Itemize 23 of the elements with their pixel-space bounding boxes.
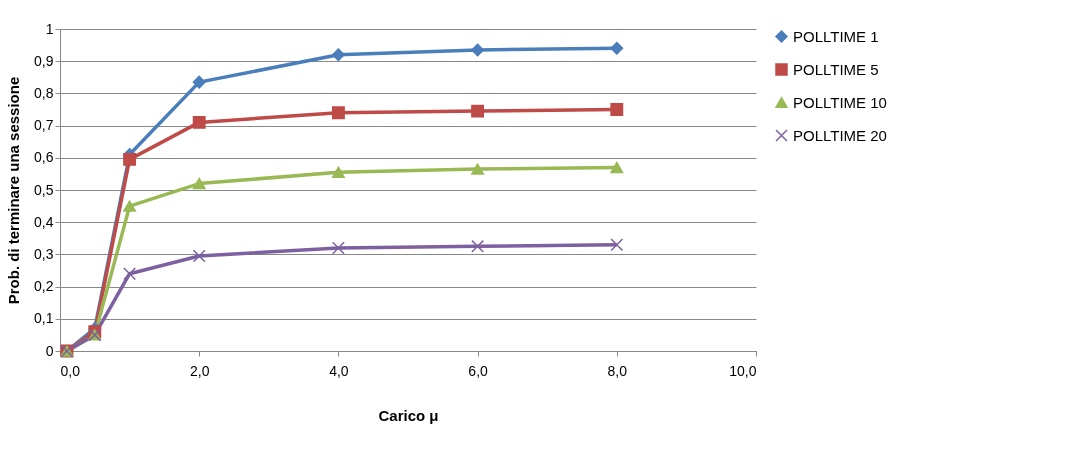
y-tick-label: 0,2	[34, 278, 54, 295]
y-tick-label: 0,4	[34, 213, 54, 230]
y-tick-label: 0	[45, 342, 54, 359]
x-tick-label: 0,0	[60, 362, 81, 379]
y-tick-label: 0,5	[34, 181, 54, 198]
y-axis-title: Prob. di terminare una sessione	[5, 76, 23, 305]
legend-label: POLLTIME 1	[793, 27, 879, 45]
legend-label: POLLTIME 20	[793, 126, 887, 144]
y-tick-label: 0,9	[34, 52, 54, 69]
y-tick-label: 0,7	[34, 117, 54, 134]
x-tick-label: 6,0	[468, 362, 489, 379]
x-tick-label: 8,0	[607, 362, 628, 379]
x-tick-label: 4,0	[329, 362, 349, 379]
legend-label: POLLTIME 5	[793, 60, 879, 78]
x-axis-title: Carico μ	[378, 406, 439, 424]
x-tick-label: 10,0	[729, 362, 757, 379]
y-tick-label: 0,6	[34, 149, 54, 166]
y-tick-label: 0,3	[34, 245, 54, 262]
legend-label: POLLTIME 10	[793, 93, 887, 111]
y-tick-label: 1	[45, 20, 54, 37]
y-tick-label: 0,8	[34, 84, 54, 101]
y-tick-label: 0,1	[34, 310, 54, 327]
x-tick-label: 2,0	[189, 362, 210, 379]
